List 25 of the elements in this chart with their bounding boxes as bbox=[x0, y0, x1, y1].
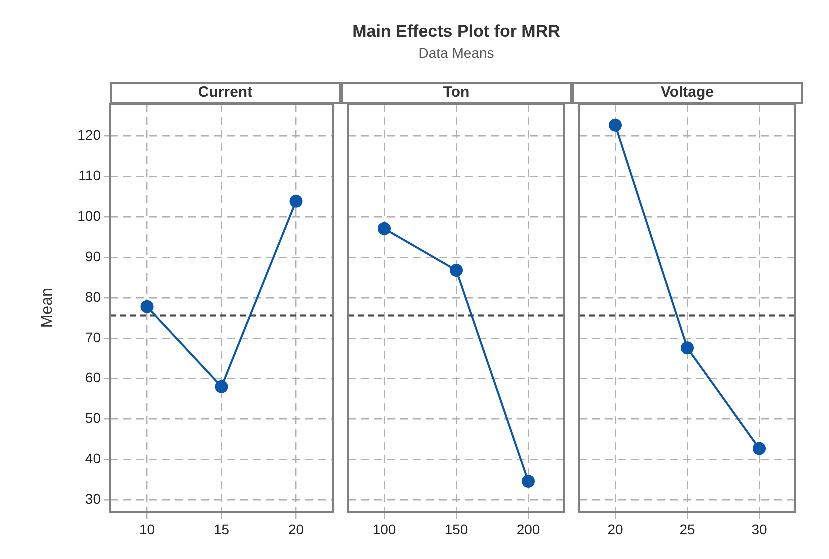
y-tick-label: 40 bbox=[85, 450, 102, 467]
chart-subtitle: Data Means bbox=[418, 45, 496, 61]
y-tick-label: 60 bbox=[85, 370, 102, 386]
x-tick-label: 30 bbox=[752, 521, 768, 538]
y-tick-label: 30 bbox=[85, 490, 102, 507]
x-tick-label: 20 bbox=[288, 521, 304, 538]
y-tick-label: 80 bbox=[85, 288, 102, 305]
x-axis-title: Voltage bbox=[572, 82, 803, 104]
x-tick-label: 200 bbox=[516, 521, 540, 538]
x-tick-label: 20 bbox=[608, 521, 624, 538]
y-tick-label: 70 bbox=[85, 329, 102, 346]
x-tick-label: 25 bbox=[680, 521, 696, 538]
chart-title: Main Effects Plot for MRR bbox=[352, 22, 562, 42]
x-tick-label: 15 bbox=[214, 521, 230, 538]
x-tick-label: 150 bbox=[444, 521, 468, 538]
y-tick-label: 120 bbox=[78, 127, 102, 144]
y-tick-label: 100 bbox=[78, 208, 102, 224]
x-axis-title: Current bbox=[110, 82, 341, 104]
y-axis-title: Mean bbox=[39, 288, 56, 328]
x-tick-label: 100 bbox=[372, 521, 396, 538]
y-tick-label: 110 bbox=[78, 168, 102, 184]
y-tick-label: 90 bbox=[85, 248, 102, 264]
y-tick-label: 50 bbox=[85, 410, 102, 426]
x-tick-label: 10 bbox=[139, 521, 156, 538]
x-axis-title: Ton bbox=[341, 82, 572, 104]
